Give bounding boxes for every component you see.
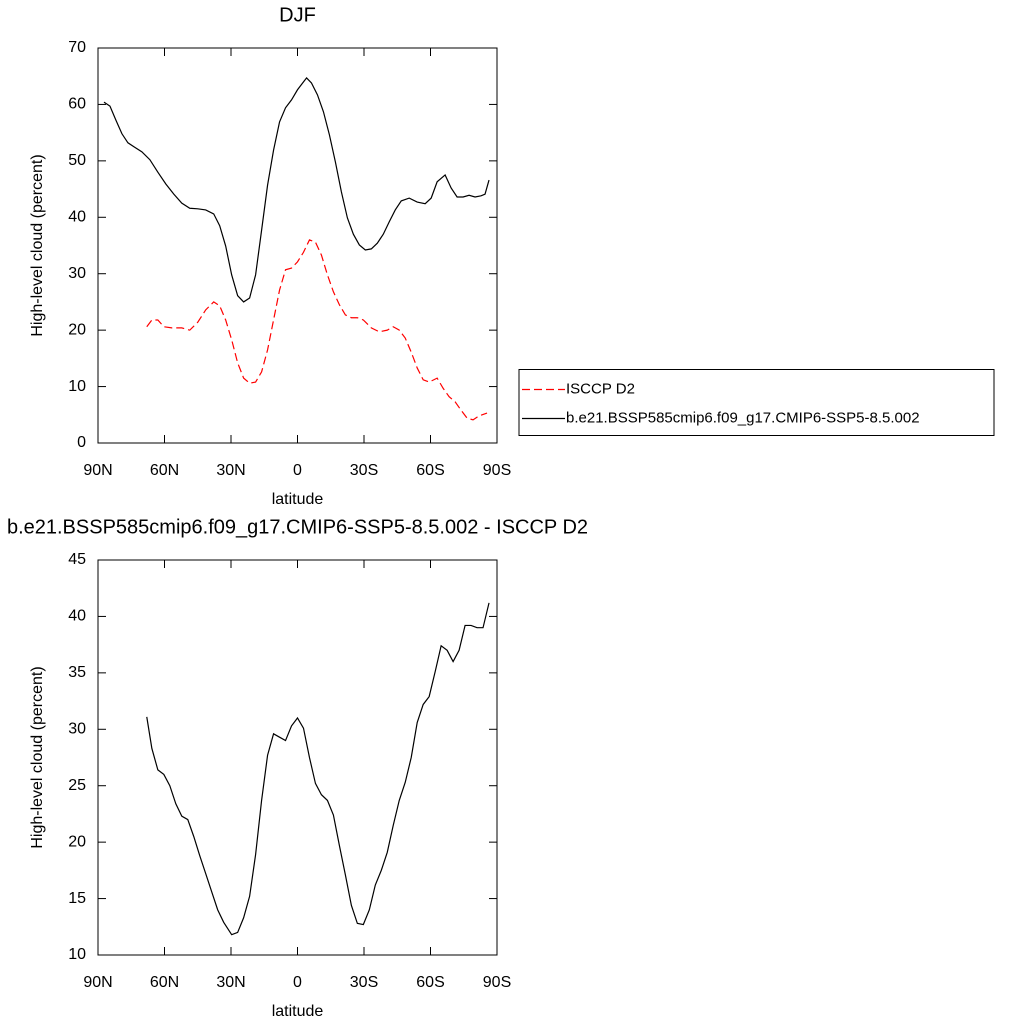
legend-box	[518, 369, 995, 436]
y-tick-label: 70	[68, 39, 86, 56]
y-tick-label: 35	[68, 664, 86, 681]
y-tick-label: 10	[68, 946, 86, 963]
x-tick-label: 30N	[216, 462, 245, 479]
data-line	[103, 76, 490, 303]
y-tick-label: 20	[68, 833, 86, 850]
legend-label: b.e21.BSSP585cmip6.f09_g17.CMIP6-SSP5-8.…	[566, 409, 920, 426]
y-tick-label: 0	[77, 434, 86, 451]
y-tick-label: 30	[68, 265, 86, 282]
y-axis-label: High-level cloud (percent)	[29, 666, 46, 848]
x-tick-label: 0	[293, 462, 302, 479]
x-tick-label: 90N	[83, 974, 112, 991]
chart-title: b.e21.BSSP585cmip6.f09_g17.CMIP6-SSP5-8.…	[7, 516, 588, 538]
x-axis-label: latitude	[272, 1003, 324, 1020]
y-tick-label: 60	[68, 96, 86, 113]
y-axis-label: High-level cloud (percent)	[29, 154, 46, 336]
x-tick-label: 90S	[483, 462, 511, 479]
y-tick-label: 45	[68, 551, 86, 568]
x-tick-label: 60N	[150, 462, 179, 479]
data-line	[146, 239, 488, 421]
x-tick-label: 30S	[350, 462, 378, 479]
plot-frame	[97, 47, 498, 444]
y-tick-label: 25	[68, 777, 86, 794]
x-tick-label: 90S	[483, 974, 511, 991]
y-tick-label: 30	[68, 721, 86, 738]
x-tick-label: 0	[293, 974, 302, 991]
y-tick-label: 10	[68, 378, 86, 395]
y-tick-label: 40	[68, 608, 86, 625]
x-axis-label: latitude	[272, 491, 324, 508]
x-tick-label: 60S	[416, 974, 444, 991]
chart-title: DJF	[279, 4, 316, 26]
y-tick-label: 50	[68, 152, 86, 169]
y-tick-label: 15	[68, 890, 86, 907]
data-line	[146, 602, 490, 936]
legend-label: ISCCP D2	[566, 380, 635, 397]
plot-frame	[97, 559, 498, 956]
y-tick-label: 40	[68, 209, 86, 226]
legend: ISCCP D2 b.e21.BSSP585cmip6.f09_g17.CMIP6…	[518, 369, 995, 436]
x-tick-label: 90N	[83, 462, 112, 479]
x-tick-label: 60N	[150, 974, 179, 991]
y-tick-label: 20	[68, 321, 86, 338]
x-tick-label: 60S	[416, 462, 444, 479]
x-tick-label: 30S	[350, 974, 378, 991]
x-tick-label: 30N	[216, 974, 245, 991]
